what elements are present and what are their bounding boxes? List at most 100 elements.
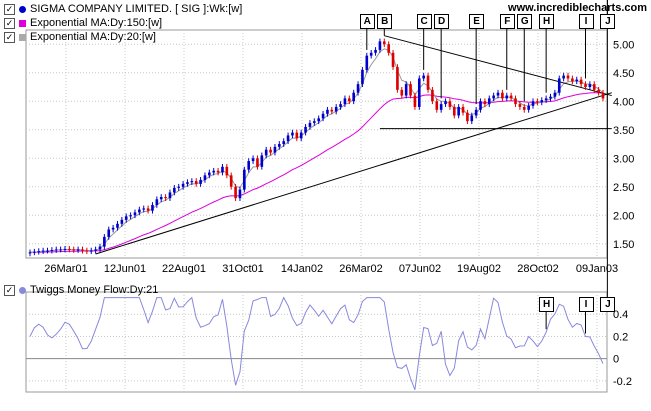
tmf-legend: ✓ Twiggs Money Flow:Dy:21 xyxy=(4,283,158,297)
candle-body xyxy=(549,96,552,99)
candle-body xyxy=(72,249,76,251)
candle-body xyxy=(116,223,119,228)
checkbox-icon[interactable]: ✓ xyxy=(4,284,15,296)
candle-body xyxy=(330,109,334,112)
ma20-line xyxy=(29,48,604,253)
checkbox-icon[interactable]: ✓ xyxy=(4,17,15,29)
annotation-a: A xyxy=(359,14,375,29)
candle-body xyxy=(59,249,62,251)
candle-body xyxy=(164,197,167,199)
annotation-d: D xyxy=(434,14,450,29)
candle-body xyxy=(321,113,325,119)
candle-body xyxy=(601,92,605,99)
candle-body xyxy=(562,75,565,79)
candle-body xyxy=(531,101,535,106)
candle-body xyxy=(173,187,176,193)
candle-body xyxy=(404,84,408,96)
trend-line xyxy=(384,35,612,97)
candle-body xyxy=(409,84,412,96)
candle-body xyxy=(557,78,561,93)
candle-body xyxy=(518,104,522,107)
annotation-g: G xyxy=(517,14,533,29)
x-tick-label: 28Oct02 xyxy=(517,263,559,275)
tmf-y-tick-label: 0.4 xyxy=(613,309,628,321)
candle-body xyxy=(566,75,570,79)
candle-body xyxy=(133,212,137,216)
candle-body xyxy=(361,69,364,85)
candle-body xyxy=(278,144,281,147)
tmf-legend-label: Twiggs Money Flow:Dy:21 xyxy=(30,284,159,296)
candle-body xyxy=(68,248,71,250)
candle-body xyxy=(194,181,198,184)
candle-body xyxy=(103,236,106,247)
candle-body xyxy=(50,250,54,252)
candle-body xyxy=(444,101,447,105)
candle-body xyxy=(203,175,207,180)
candle-body xyxy=(343,98,347,105)
checkbox-icon[interactable]: ✓ xyxy=(4,3,15,15)
candle-body xyxy=(479,101,482,110)
candle-body xyxy=(238,189,242,199)
candle-body xyxy=(138,209,141,213)
candle-body xyxy=(470,115,474,122)
candle-body xyxy=(527,105,530,110)
price-y-tick-label: 3.00 xyxy=(613,153,634,165)
candle-body xyxy=(299,132,303,139)
tmf-annotation-i: I xyxy=(578,297,594,312)
candle-body xyxy=(457,106,460,116)
candle-body xyxy=(186,182,189,184)
annotation-c: C xyxy=(416,14,432,29)
tmf-annotation-j: J xyxy=(600,297,616,312)
candle-body xyxy=(501,92,504,99)
price-panel-border xyxy=(25,29,608,259)
candle-body xyxy=(243,169,246,190)
candle-body xyxy=(588,84,592,87)
annotation-f: F xyxy=(499,14,515,29)
candle-body xyxy=(46,250,49,252)
candle-body xyxy=(522,106,526,110)
annotation-j: J xyxy=(600,14,616,29)
candle-body xyxy=(435,101,439,110)
ma150-line xyxy=(30,92,604,253)
tmf-annotation-h: H xyxy=(539,297,555,312)
x-tick-label: 07Jun02 xyxy=(399,263,441,275)
candle-body xyxy=(334,106,338,112)
candle-body xyxy=(37,251,41,253)
candle-body xyxy=(273,146,277,153)
candle-body xyxy=(382,41,386,45)
candle-body xyxy=(85,250,89,252)
legend-marker-icon xyxy=(19,33,26,41)
candle-body xyxy=(579,79,583,85)
price-y-tick-label: 4.50 xyxy=(613,68,634,80)
candle-body xyxy=(487,98,491,105)
candle-body xyxy=(120,219,124,224)
candle-body xyxy=(234,186,237,199)
candle-body xyxy=(496,92,500,96)
annotation-e: E xyxy=(469,14,485,29)
candle-body xyxy=(81,249,84,251)
candle-body xyxy=(452,106,456,116)
candle-body xyxy=(129,215,132,217)
candle-body xyxy=(439,104,443,110)
x-tick-label: 31Oct01 xyxy=(222,263,264,275)
candle-body xyxy=(111,227,115,230)
candle-body xyxy=(597,89,600,93)
candle-body xyxy=(369,52,373,56)
candle-body xyxy=(107,229,111,237)
candle-body xyxy=(54,249,58,251)
candle-body xyxy=(256,158,259,167)
legend-label: SIGMA COMPANY LIMITED. [ SIG ]:Wk:[w] xyxy=(30,3,243,15)
candle-body xyxy=(181,183,185,187)
tmf-line xyxy=(29,296,604,390)
candle-body xyxy=(536,101,539,103)
candle-body xyxy=(142,208,146,210)
candle-body xyxy=(374,49,377,53)
price-y-tick-label: 4.00 xyxy=(613,96,634,108)
checkbox-icon[interactable]: ✓ xyxy=(4,31,15,43)
x-tick-label: 26Mar01 xyxy=(44,263,87,275)
candle-body xyxy=(584,84,587,87)
candle-body xyxy=(199,179,202,184)
candle-body xyxy=(76,249,80,251)
